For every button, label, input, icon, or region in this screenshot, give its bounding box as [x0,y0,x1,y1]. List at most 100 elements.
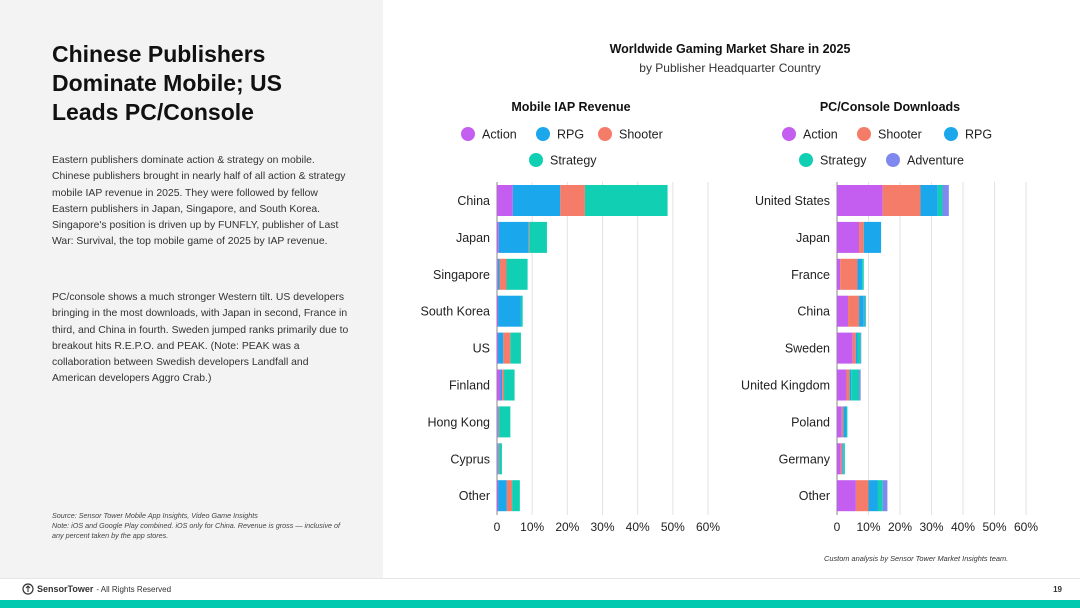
bar-segment [584,185,668,216]
x-tick-label: 20% [555,520,579,534]
x-tick-label: 0 [494,520,501,534]
bar-segment [497,258,500,290]
x-tick-label: 20% [888,520,912,534]
bar-segment [855,332,858,364]
bar-segment [498,221,529,253]
bar-segment [848,295,860,327]
x-tick-label: 30% [919,520,943,534]
category-label: Other [799,489,830,503]
legend-swatch [886,153,900,167]
bar-segment [520,295,523,327]
bar-segment [512,480,520,512]
bar-segment [837,221,860,253]
legend-label: Shooter [619,128,663,142]
bar-segment [497,332,499,364]
bar-segment [560,185,585,216]
bar-segment [510,332,521,364]
bar-segment [497,221,499,253]
category-label: China [797,305,830,319]
bar-segment [868,480,878,512]
bar-segment [502,369,505,401]
legend-swatch [529,153,543,167]
category-label: US [473,342,490,356]
left-panel: Chinese Publishers Dominate Mobile; US L… [0,0,383,578]
bar-segment [882,480,888,512]
chart-title: Mobile IAP Revenue [511,100,630,114]
bar-segment [499,406,511,438]
x-tick-label: 40% [951,520,975,534]
bar-segment [506,480,513,512]
bar-segment [842,443,844,475]
category-label: Singapore [433,268,490,282]
bar-segment [859,295,864,327]
legend-label: RPG [557,128,584,142]
bar-segment [863,295,866,327]
category-label: Other [459,489,490,503]
bar-segment [498,443,500,475]
category-label: Germany [779,452,831,466]
bar-segment [862,258,864,290]
category-label: Cyprus [450,452,490,466]
bar-segment [497,480,499,512]
bar-segment [498,480,507,512]
bar-segment [512,185,561,216]
bar-segment [498,406,500,438]
analysis-note: Custom analysis by Sensor Tower Market I… [824,554,1008,563]
legend-swatch [857,127,871,141]
x-tick-label: 10% [856,520,880,534]
legend-label: Strategy [550,154,597,168]
bar-segment [837,258,841,290]
x-tick-label: 0 [834,520,841,534]
bar-segment [497,443,498,475]
legend-label: Shooter [878,128,922,142]
category-label: China [457,194,490,208]
legend-label: Action [803,128,838,142]
category-label: South Korea [421,305,491,319]
bar-segment [855,480,869,512]
bar-segment [498,295,521,327]
bar-segment [497,406,499,438]
bar-segment [499,258,507,290]
source-note: Source: Sensor Tower Mobile App Insights… [52,511,352,542]
category-label: Poland [791,415,830,429]
legend-label: Adventure [907,154,964,168]
bar-segment [837,185,883,216]
bar-segment [497,443,499,475]
category-label: United Kingdom [741,379,830,393]
market-share-figure: Worldwide Gaming Market Share in 2025 by… [421,42,1039,563]
category-label: Japan [796,231,830,245]
page-number: 19 [1053,585,1062,594]
x-tick-label: 50% [661,520,685,534]
sensor-tower-logo-icon [22,583,34,595]
legend-swatch [944,127,958,141]
legend-swatch [598,127,612,141]
bar-segment [851,369,860,401]
figure-subtitle: by Publisher Headquarter Country [639,61,820,75]
bar-segment [843,443,845,475]
headline: Chinese Publishers Dominate Mobile; US L… [52,41,283,125]
legend-label: RPG [965,128,992,142]
x-tick-label: 40% [626,520,650,534]
bar-segment [497,369,501,401]
x-tick-label: 60% [696,520,720,534]
bar-segment [840,258,858,290]
note-line: Note: iOS and Google Play combined. iOS … [52,521,341,541]
pc-console-chart: PC/Console Downloads Action Shooter RPG Stra… [741,100,1038,534]
category-label: Finland [449,379,490,393]
bar-segment [860,332,862,364]
brand-name: SensorTower [37,584,94,594]
x-tick-label: 60% [1014,520,1038,534]
x-tick-label: 50% [982,520,1006,534]
source-line: Source: Sensor Tower Mobile App Insights… [52,511,258,520]
legend-swatch [782,127,796,141]
bar-segment [837,295,849,327]
bar-segment [837,369,847,401]
category-label: Sweden [785,342,830,356]
bar-segment [529,221,547,253]
accent-bar [0,600,1080,608]
bar-segment [497,295,499,327]
bar-segment [852,332,856,364]
legend-swatch [461,127,475,141]
paragraph-mobile: Eastern publishers dominate action & str… [52,155,346,248]
bar-segment [877,480,883,512]
